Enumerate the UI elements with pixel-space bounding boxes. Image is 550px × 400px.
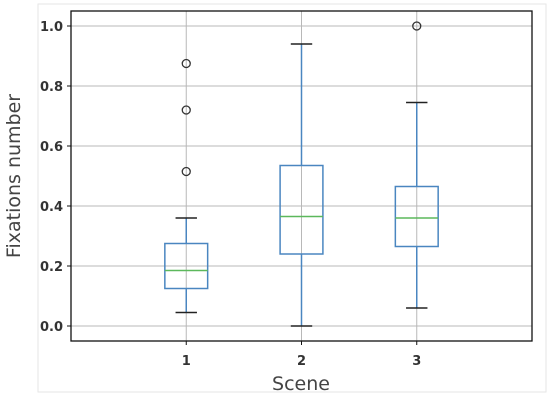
outlier-point (412, 21, 422, 31)
box-layer (164, 21, 439, 327)
y-axis-label: Fixations number (3, 94, 25, 258)
tick-layer: 0.0 0.2 0.4 0.6 0.8 1.0 1 2 3 (40, 20, 421, 369)
x-tick-label: 1 (182, 354, 191, 369)
box-group-1 (164, 58, 209, 314)
outlier-point (181, 58, 191, 69)
y-tick-label: 0.2 (40, 260, 63, 275)
y-tick-label: 1.0 (40, 20, 63, 35)
x-tick-label: 2 (297, 354, 306, 369)
x-tick-label: 3 (412, 354, 421, 369)
x-axis-label: Scene (272, 373, 330, 395)
y-tick-label: 0.6 (40, 140, 63, 155)
box-group-3 (394, 21, 439, 309)
box-group-2 (279, 43, 324, 327)
outlier-point (181, 105, 191, 115)
outlier-point (181, 166, 191, 177)
figure-border (37, 3, 547, 393)
y-tick-label: 0.4 (40, 200, 63, 215)
iqr-box (394, 185, 439, 248)
iqr-box (279, 164, 324, 255)
iqr-box (164, 242, 209, 290)
y-tick-label: 0.0 (40, 320, 63, 335)
y-tick-label: 0.8 (40, 80, 63, 95)
